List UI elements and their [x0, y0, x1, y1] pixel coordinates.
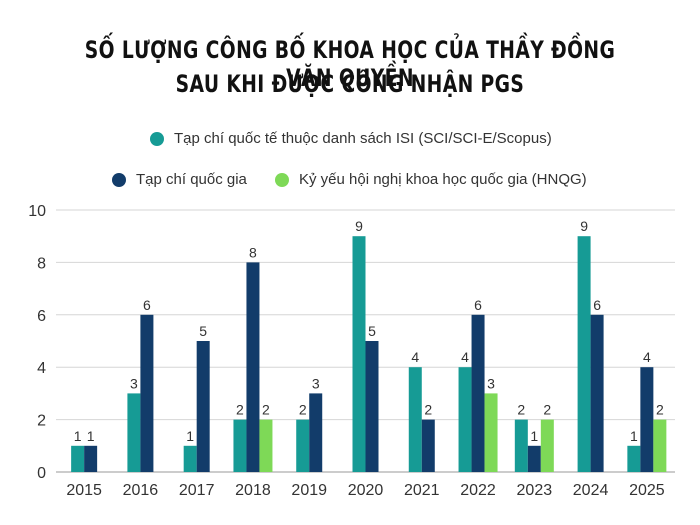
bar — [590, 314, 604, 472]
legend-item-national-journal: Tạp chí quốc gia — [112, 171, 247, 188]
bar — [471, 314, 485, 472]
bar — [653, 419, 667, 472]
bar — [527, 445, 541, 472]
legend-swatch-isi — [150, 131, 164, 146]
data-label: 3 — [312, 375, 320, 391]
data-label: 6 — [143, 297, 151, 313]
x-tick-label: 2021 — [404, 482, 440, 499]
x-tick-label: 2019 — [291, 482, 327, 499]
bar — [640, 367, 654, 472]
data-label: 9 — [355, 218, 363, 234]
data-label: 2 — [262, 402, 270, 418]
bar — [540, 419, 554, 472]
x-tick-label: 2024 — [573, 482, 609, 499]
bar — [309, 393, 323, 472]
data-label: 1 — [530, 428, 538, 444]
y-tick-label: 0 — [37, 465, 46, 482]
data-label: 9 — [580, 218, 588, 234]
legend-label-isi: Tạp chí quốc tế thuộc danh sách ISI (SCI… — [174, 130, 552, 147]
data-label: 6 — [474, 297, 482, 313]
legend-item-isi: Tạp chí quốc tế thuộc danh sách ISI (SCI… — [150, 130, 552, 147]
data-label: 4 — [461, 349, 469, 365]
data-label: 2 — [424, 402, 432, 418]
data-label: 2 — [236, 402, 244, 418]
data-label: 8 — [249, 244, 257, 260]
legend-swatch-conference — [275, 172, 289, 187]
data-label: 1 — [74, 428, 82, 444]
bar — [577, 236, 591, 472]
data-label: 2 — [543, 402, 551, 418]
bar — [84, 445, 98, 472]
data-label: 1 — [186, 428, 194, 444]
x-tick-label: 2025 — [629, 482, 665, 499]
y-tick-label: 4 — [37, 360, 46, 377]
data-label: 4 — [411, 349, 419, 365]
bar — [71, 445, 85, 472]
bar — [458, 367, 472, 472]
bar — [259, 419, 273, 472]
chart-subtitle: SAU KHI ĐƯỢC CÔNG NHẬN PGS — [175, 70, 525, 98]
bar — [233, 419, 247, 472]
x-tick-label: 2018 — [235, 482, 271, 499]
x-tick-label: 2023 — [517, 482, 553, 499]
data-label: 5 — [368, 323, 376, 339]
chart-title: SỐ LƯỢNG CÔNG BỐ KHOA HỌC CỦA THẦY ĐỒNG … — [84, 36, 616, 92]
y-tick-label: 2 — [37, 413, 46, 430]
data-label: 1 — [87, 428, 95, 444]
bar — [365, 341, 379, 472]
data-label: 3 — [130, 375, 138, 391]
x-tick-label: 2020 — [348, 482, 384, 499]
bar — [183, 445, 197, 472]
bar — [296, 419, 310, 472]
x-tick-label: 2015 — [66, 482, 102, 499]
data-label: 2 — [656, 402, 664, 418]
data-label: 4 — [643, 349, 651, 365]
x-tick-label: 2022 — [460, 482, 496, 499]
y-tick-label: 6 — [37, 308, 46, 325]
bar — [127, 393, 141, 472]
y-tick-label: 8 — [37, 255, 46, 272]
bar — [514, 419, 528, 472]
data-label: 2 — [517, 402, 525, 418]
data-label: 6 — [593, 297, 601, 313]
legend-label-national-journal: Tạp chí quốc gia — [136, 171, 247, 188]
data-label: 5 — [199, 323, 207, 339]
legend-item-conference: Kỷ yếu hội nghị khoa học quốc gia (HNQG) — [275, 171, 587, 188]
bar — [627, 445, 641, 472]
bar — [140, 314, 154, 472]
y-tick-label: 10 — [28, 203, 46, 220]
legend-label-conference: Kỷ yếu hội nghị khoa học quốc gia (HNQG) — [299, 171, 587, 188]
x-tick-label: 2016 — [123, 482, 159, 499]
data-label: 2 — [299, 402, 307, 418]
bar — [246, 262, 260, 472]
x-tick-label: 2017 — [179, 482, 215, 499]
bar — [408, 367, 422, 472]
bar — [484, 393, 498, 472]
bar — [352, 236, 366, 472]
data-label: 1 — [630, 428, 638, 444]
data-label: 3 — [487, 375, 495, 391]
bar — [196, 341, 210, 472]
legend-swatch-national-journal — [112, 172, 126, 187]
bar — [421, 419, 435, 472]
